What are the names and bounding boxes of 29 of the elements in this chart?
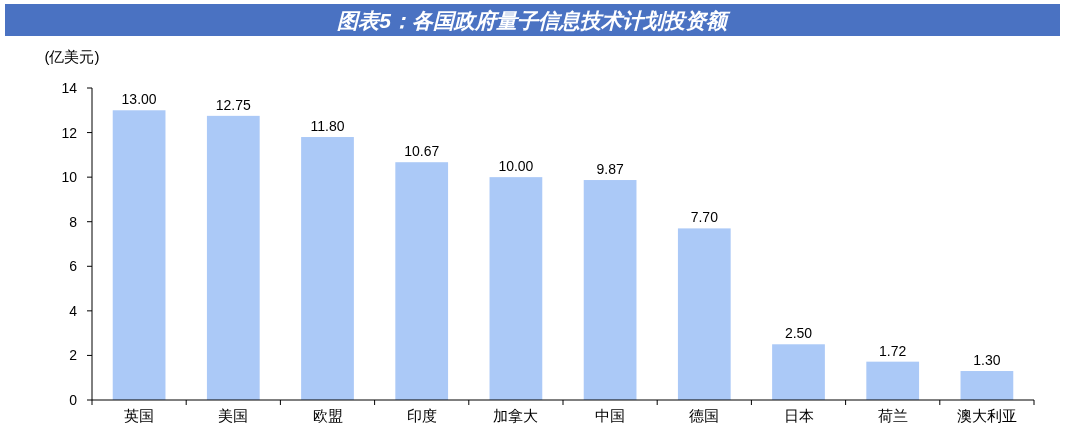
- ytick: 0: [69, 392, 77, 408]
- ytick: 10: [61, 169, 77, 186]
- xtick: 日本: [783, 407, 814, 424]
- data-label: 2.50: [784, 325, 813, 342]
- ytick: 6: [69, 258, 77, 275]
- ytick: 14: [61, 80, 77, 96]
- xtick: 欧盟: [312, 407, 343, 424]
- data-label: 13.00: [121, 91, 157, 108]
- xtick: 加拿大: [493, 407, 539, 424]
- data-label: 12.75: [215, 96, 251, 113]
- data-label: 7.70: [690, 209, 718, 226]
- xtick: 中国: [595, 407, 626, 424]
- xtick: 澳大利亚: [956, 407, 1017, 424]
- ytick: 8: [69, 213, 77, 230]
- xtick: 德国: [689, 407, 720, 424]
- data-label: 1.30: [973, 352, 1001, 369]
- data-label: 1.72: [879, 342, 907, 359]
- ytick: 12: [61, 124, 77, 141]
- xtick: 荷兰: [877, 407, 908, 424]
- data-label: 9.87: [596, 161, 624, 178]
- data-label: 10.00: [498, 158, 534, 175]
- ylabel: (亿美元): [44, 48, 100, 65]
- xtick: 印度: [406, 407, 437, 424]
- xtick: 英国: [124, 407, 155, 424]
- data-label: 11.80: [310, 118, 345, 135]
- data-label: 10.67: [404, 143, 440, 160]
- xtick: 美国: [218, 407, 249, 424]
- ytick: 4: [69, 302, 77, 319]
- ytick: 2: [69, 347, 77, 364]
